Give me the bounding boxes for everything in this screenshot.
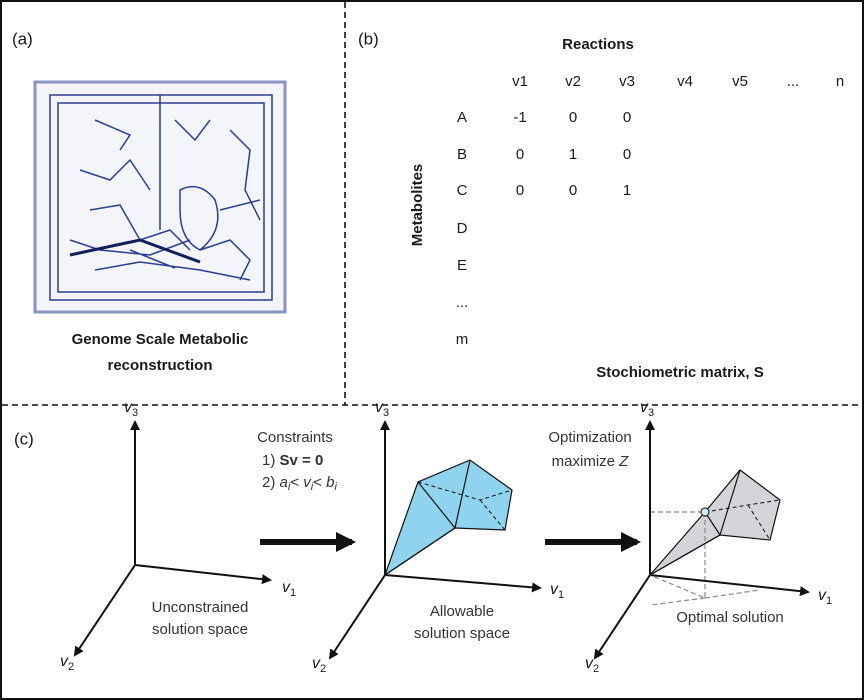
text-part: < bbox=[313, 474, 326, 491]
caption-line: reconstruction bbox=[107, 357, 212, 374]
text-part: b bbox=[326, 474, 334, 491]
matrix-cell: 0 bbox=[569, 182, 577, 199]
axis-sub: 2 bbox=[593, 663, 599, 675]
diagram-caption: Optimal solution bbox=[676, 609, 784, 626]
axis-sub: 3 bbox=[648, 407, 654, 419]
objective: maximize Z bbox=[552, 453, 630, 470]
axis-sub: 2 bbox=[68, 661, 74, 673]
axis-sub: 1 bbox=[290, 587, 296, 599]
column-header: n bbox=[836, 73, 844, 90]
text-part: 1) bbox=[262, 452, 280, 469]
matrix-cell: 0 bbox=[516, 182, 524, 199]
columns-title: Reactions bbox=[562, 36, 634, 53]
panel-label: (c) bbox=[14, 429, 34, 448]
constraint: 1) Sv = 0 bbox=[262, 452, 323, 469]
axis-sub: 3 bbox=[383, 407, 389, 419]
matrix-cell: 0 bbox=[516, 146, 524, 163]
column-header: v1 bbox=[512, 73, 528, 90]
row-header: B bbox=[457, 146, 467, 163]
diagram-caption: solution space bbox=[152, 621, 248, 638]
text-part: maximize bbox=[552, 453, 620, 470]
matrix-cell: 0 bbox=[623, 146, 631, 163]
matrix-cell: 0 bbox=[569, 109, 577, 126]
rows-title: Metabolites bbox=[409, 164, 426, 247]
diagram-caption: solution space bbox=[414, 625, 510, 642]
diagram-caption: Unconstrained bbox=[152, 599, 249, 616]
step-title: Constraints bbox=[257, 429, 333, 446]
constraint: 2) ai< vi< bi bbox=[262, 474, 337, 493]
panel-label: (b) bbox=[358, 29, 379, 48]
text-part: Z bbox=[618, 453, 629, 470]
matrix-cell: -1 bbox=[513, 109, 526, 126]
panel-label: (a) bbox=[12, 29, 33, 48]
diagram-caption: Allowable bbox=[430, 603, 494, 620]
row-header: C bbox=[457, 182, 468, 199]
row-header: A bbox=[457, 109, 467, 126]
caption-line: Genome Scale Metabolic bbox=[72, 331, 249, 348]
column-header: v5 bbox=[732, 73, 748, 90]
column-header: v2 bbox=[565, 73, 581, 90]
axis-sub: 1 bbox=[558, 589, 564, 601]
page: {"panel_a": {"label": "(a)", "caption_li… bbox=[0, 0, 864, 700]
row-header: E bbox=[457, 257, 467, 274]
text-part: < bbox=[290, 474, 303, 491]
step-title: Optimization bbox=[548, 429, 631, 446]
text-part: Sv = 0 bbox=[280, 452, 324, 469]
text-part: 2) bbox=[262, 474, 280, 491]
text-part: a bbox=[280, 474, 288, 491]
column-header: ... bbox=[787, 73, 800, 90]
column-header: v4 bbox=[677, 73, 693, 90]
row-header: D bbox=[457, 220, 468, 237]
matrix-cell: 0 bbox=[623, 109, 631, 126]
matrix-cell: 1 bbox=[623, 182, 631, 199]
metabolic-map bbox=[35, 82, 285, 312]
axis-sub: 3 bbox=[132, 407, 138, 419]
matrix-cell: 1 bbox=[569, 146, 577, 163]
matrix-caption: Stochiometric matrix, S bbox=[596, 364, 764, 381]
column-header: v3 bbox=[619, 73, 635, 90]
row-header: ... bbox=[456, 294, 469, 311]
row-header: m bbox=[456, 331, 469, 348]
axis-sub: 2 bbox=[320, 663, 326, 675]
figure: (a) Genome Scale Metabolic reconstructio… bbox=[0, 0, 864, 700]
axis-sub: 1 bbox=[826, 595, 832, 607]
